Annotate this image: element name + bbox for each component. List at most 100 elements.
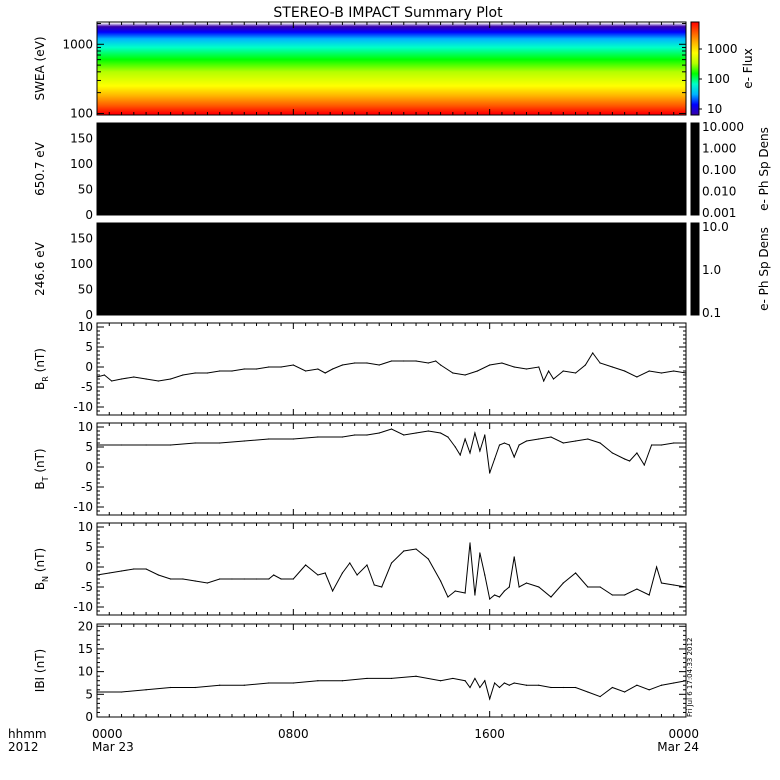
field-series-point xyxy=(489,364,491,366)
field-ytick-label: 20 xyxy=(78,619,93,633)
field-series-point xyxy=(464,680,466,682)
field-series-point xyxy=(324,572,326,574)
field-series-point xyxy=(498,444,501,446)
field-ytick-label: -5 xyxy=(81,380,93,394)
field-series-point xyxy=(538,684,540,686)
field-series-point xyxy=(454,590,456,592)
field-series-point xyxy=(660,582,663,584)
field-series-point xyxy=(508,586,510,588)
field-series-point xyxy=(574,686,577,689)
field-series-point xyxy=(292,578,294,580)
field-series-point xyxy=(562,686,564,689)
field-series-point xyxy=(489,598,491,600)
flux-colorbar-tick-label: 1000 xyxy=(707,42,738,56)
field-ytick-label: 10 xyxy=(78,665,93,679)
field-series-point xyxy=(611,594,613,596)
field-series-point xyxy=(518,586,520,588)
field-series-point xyxy=(508,684,510,686)
field-series-point xyxy=(660,684,663,686)
field-series-point xyxy=(513,556,515,558)
field-series-point xyxy=(503,682,505,684)
field-ytick-label: 10 xyxy=(78,420,93,434)
field-series-point xyxy=(562,370,564,372)
field-series-point xyxy=(194,686,196,689)
field-series-point xyxy=(552,378,555,380)
swea-ytick-label: 100 xyxy=(70,106,93,120)
field-series-point xyxy=(503,590,505,592)
field-series-point xyxy=(543,380,545,382)
field-series-point xyxy=(673,442,675,444)
field-series-point xyxy=(447,596,449,598)
field-series-point xyxy=(454,446,456,448)
field-ytick-label: 5 xyxy=(85,440,93,454)
field-series-point xyxy=(317,680,319,682)
pitch-angle-spectrogram-2 xyxy=(97,223,686,315)
field-series-point xyxy=(317,574,319,576)
pitch-angle-ytick-label: 100 xyxy=(70,257,93,271)
generation-timestamp: Fri Jul 6 17:04:33 2012 xyxy=(686,638,694,717)
field-series-point xyxy=(643,464,645,466)
pitch-angle-ytick-label: 0 xyxy=(85,308,93,322)
field-series-point xyxy=(513,366,515,368)
ph-sp-dens-tick-label: 0.001 xyxy=(702,206,736,220)
field-series-point xyxy=(508,444,510,446)
field-series-point xyxy=(489,698,491,700)
ph-sp-dens-colorbar-2 xyxy=(690,222,700,316)
field-series-point xyxy=(268,438,270,440)
field-series-point xyxy=(194,580,196,582)
field-series-point xyxy=(636,452,638,454)
field-series-point xyxy=(628,460,631,462)
field-ytick-label: 0 xyxy=(85,560,93,574)
field-series-point xyxy=(493,682,496,684)
field-series-point xyxy=(390,677,393,680)
field-series-point xyxy=(574,572,577,574)
field-series-point xyxy=(685,372,687,374)
field-series-point xyxy=(648,370,650,372)
field-series-point xyxy=(459,454,461,456)
field-series-point xyxy=(341,364,344,366)
field-series-point xyxy=(280,578,282,580)
field-series-point xyxy=(439,364,442,366)
field-series-point xyxy=(103,374,105,376)
field-series-point xyxy=(479,450,481,452)
field-series-point xyxy=(498,596,501,598)
field-series-point xyxy=(120,378,123,380)
pitch-angle-spectrogram-1 xyxy=(97,123,686,215)
field-series-point xyxy=(366,564,368,566)
field-series-point xyxy=(685,680,687,682)
field-series-point xyxy=(231,578,233,580)
field-series-point xyxy=(120,444,123,446)
field-series-point xyxy=(219,442,221,444)
pitch-angle-ytick-label: 150 xyxy=(70,231,93,245)
field-series-point xyxy=(219,578,221,580)
field-series-point xyxy=(243,368,245,370)
swea-spectrogram xyxy=(97,22,686,115)
field-series-point xyxy=(341,680,344,682)
field-series-point xyxy=(624,691,626,693)
field-ytick-label: 5 xyxy=(85,340,93,354)
field-series-point xyxy=(366,677,368,680)
field-series-point xyxy=(206,582,209,584)
field-series-point xyxy=(273,574,275,576)
field-series-point xyxy=(194,442,196,444)
ph-sp-dens-label: e- Ph Sp Dens xyxy=(757,227,771,311)
field-series-point xyxy=(341,572,344,574)
panel-3-ylabel: BR (nT) xyxy=(33,348,50,390)
field-series-point xyxy=(474,432,476,434)
field-series-point xyxy=(356,574,358,576)
ph-sp-dens-colorbar-1 xyxy=(690,122,700,216)
field-series-point xyxy=(550,686,552,689)
field-ytick-label: -10 xyxy=(73,600,93,614)
field-series-point xyxy=(292,682,294,684)
field-series-point xyxy=(439,580,442,582)
ph-sp-dens-label: e- Ph Sp Dens xyxy=(757,127,771,211)
field-series-point xyxy=(574,440,577,442)
field-series-point xyxy=(111,380,113,382)
field-series-point xyxy=(403,360,405,362)
field-series-point xyxy=(390,428,393,430)
field-ytick-label: 0 xyxy=(85,710,93,724)
field-series-point xyxy=(464,592,466,594)
field-series-point xyxy=(255,368,258,370)
field-series-point xyxy=(415,432,417,434)
pitch-angle-ytick-label: 50 xyxy=(78,282,93,296)
